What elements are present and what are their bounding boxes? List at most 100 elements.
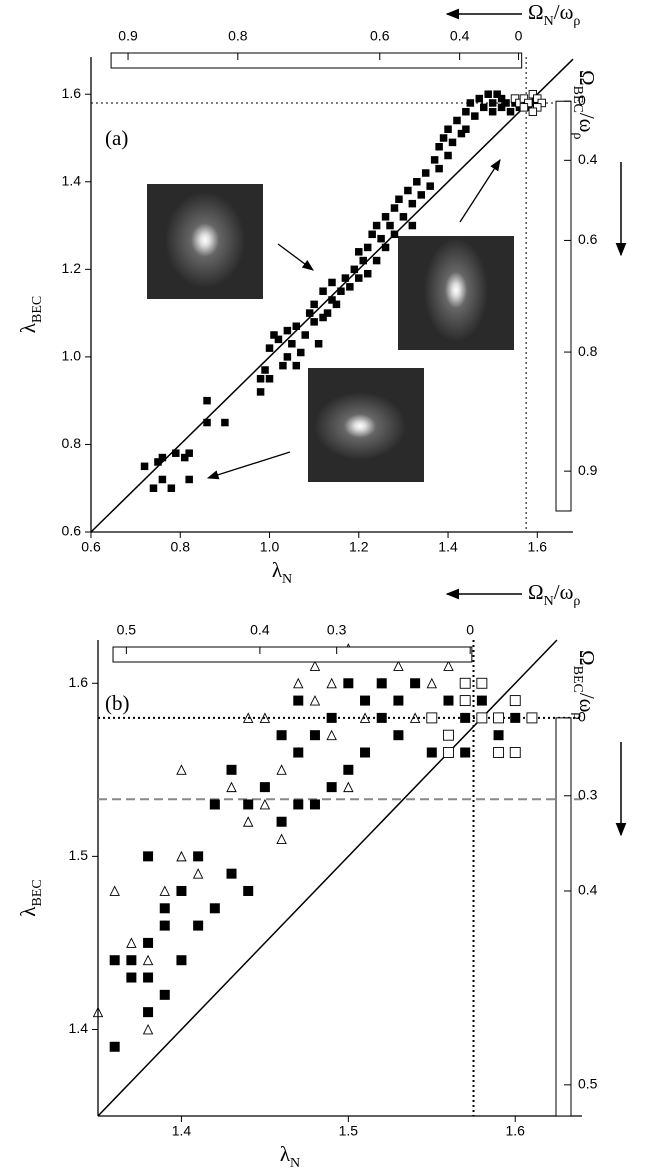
point [276, 816, 287, 827]
panel-label: (b) [105, 691, 130, 715]
point [274, 335, 283, 344]
point [372, 221, 381, 230]
point [476, 695, 487, 706]
point [343, 781, 354, 793]
point [293, 695, 304, 706]
point [332, 300, 341, 309]
point [109, 955, 120, 966]
point [484, 90, 492, 98]
label-part: BEC [30, 879, 45, 906]
label-part: N [544, 594, 554, 609]
point [314, 340, 323, 348]
point [355, 248, 363, 256]
y-tick-label: 0.8 [62, 435, 82, 451]
point [488, 99, 497, 107]
label-part: λ [16, 906, 40, 917]
point [192, 868, 204, 879]
point [326, 729, 337, 741]
y-axis-label: λBEC [16, 879, 45, 916]
point [142, 1023, 154, 1035]
point [355, 274, 363, 282]
point [142, 954, 154, 966]
point [528, 90, 538, 99]
point [509, 695, 521, 707]
point [493, 712, 505, 724]
point [524, 103, 533, 112]
x-tick-label: 1.4 [438, 539, 458, 555]
point [159, 920, 170, 931]
point [410, 678, 421, 689]
point [341, 274, 350, 282]
point [390, 204, 399, 212]
point [460, 712, 471, 723]
point [242, 712, 254, 723]
top-scale-label: 0.9 [118, 28, 138, 44]
point [226, 764, 237, 775]
arrow [277, 243, 314, 271]
y-tick-label: 0.6 [62, 523, 82, 539]
point [292, 361, 301, 370]
point [203, 418, 211, 427]
point [309, 730, 320, 741]
point [377, 234, 385, 243]
atom-cloud [424, 238, 488, 342]
label-part: BEC [570, 666, 585, 693]
point [143, 972, 154, 983]
point [203, 396, 211, 405]
right-scale-label: 0.9 [578, 462, 598, 478]
point [176, 885, 187, 896]
point [459, 695, 471, 707]
point [466, 99, 475, 107]
point [221, 418, 229, 427]
point [459, 677, 471, 689]
point [381, 243, 390, 252]
point [443, 747, 454, 758]
atom-cloud [314, 392, 406, 460]
point [126, 955, 137, 966]
point [529, 99, 537, 107]
point [209, 903, 220, 914]
point [256, 388, 265, 396]
top-scale-bar [110, 52, 523, 69]
point [297, 348, 305, 357]
point [376, 712, 387, 723]
top-scale-label: 0 [466, 622, 474, 638]
point [476, 677, 488, 689]
point [493, 730, 504, 741]
point [435, 142, 443, 151]
point [493, 747, 505, 758]
point [376, 678, 387, 689]
right-scale-bar [555, 717, 572, 1117]
point [159, 885, 170, 896]
y-tick-label: 1.6 [62, 85, 82, 101]
point [293, 799, 304, 810]
point [301, 331, 309, 339]
point [167, 484, 176, 492]
y-tick-label: 1.0 [62, 348, 82, 364]
point [226, 781, 237, 793]
point [390, 230, 399, 239]
right-scale-label: 0 [578, 92, 586, 108]
point [185, 449, 193, 457]
point [293, 747, 304, 758]
point [471, 112, 479, 120]
point [279, 361, 287, 370]
top-scale-label: 0.5 [117, 622, 137, 638]
y-tick-label: 1.2 [62, 260, 82, 276]
point [309, 799, 320, 810]
x-tick-label: 1.4 [172, 1123, 192, 1139]
point [393, 660, 404, 671]
point [399, 213, 408, 221]
top-scale-title: ΩN/ωρ [528, 0, 580, 29]
point [537, 98, 546, 108]
point [509, 747, 521, 758]
point [515, 103, 524, 112]
point [488, 107, 497, 116]
point [528, 107, 538, 116]
point [409, 712, 421, 723]
point [426, 182, 434, 190]
point [159, 920, 170, 931]
identity-line [97, 639, 558, 1117]
point [326, 712, 337, 723]
